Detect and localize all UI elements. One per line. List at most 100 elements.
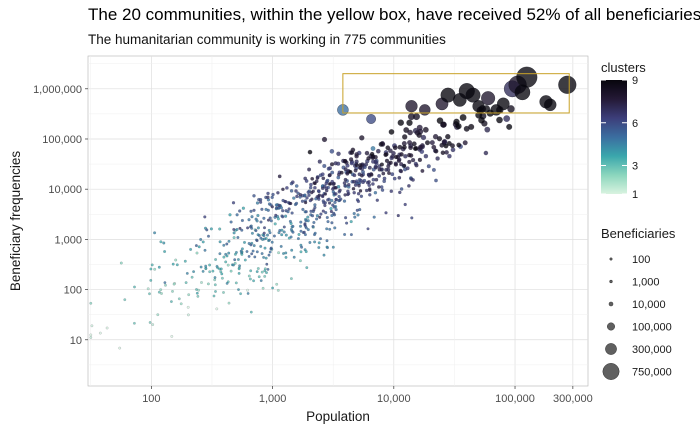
data-point [241, 206, 246, 210]
chart-subtitle: The humanitarian community is working in… [88, 32, 446, 47]
data-point [329, 162, 335, 167]
data-point [397, 119, 405, 126]
data-point [412, 113, 421, 121]
data-point [240, 228, 244, 232]
data-point [268, 216, 272, 220]
data-point [327, 166, 333, 171]
data-point [236, 258, 240, 261]
data-point [89, 301, 93, 305]
data-point [248, 225, 253, 229]
data-point [197, 245, 201, 249]
data-point [262, 234, 266, 238]
size-legend-label: 300,000 [632, 344, 672, 356]
data-point [174, 258, 178, 262]
data-point [206, 282, 210, 286]
data-point [149, 267, 153, 271]
data-point [213, 276, 217, 279]
data-point [232, 263, 235, 267]
data-point [264, 256, 268, 260]
data-point [289, 277, 293, 281]
data-point [403, 127, 410, 133]
data-point [396, 213, 400, 218]
data-point [378, 141, 384, 147]
data-point [199, 237, 203, 242]
data-point [397, 144, 403, 150]
data-point [212, 294, 216, 298]
data-point [353, 215, 357, 219]
data-point [195, 291, 199, 295]
data-point [389, 189, 394, 193]
data-point [367, 180, 371, 184]
data-point [306, 190, 311, 194]
data-point [231, 201, 236, 205]
data-point [281, 209, 285, 213]
data-point [274, 203, 279, 207]
data-point [256, 267, 260, 270]
highlighted-point [481, 91, 496, 106]
size-legend-label: 10,000 [632, 299, 666, 311]
data-point [171, 289, 174, 293]
data-point [429, 140, 435, 146]
data-point [387, 171, 391, 176]
data-point [329, 198, 334, 203]
data-point [288, 219, 292, 223]
data-point [343, 177, 348, 182]
data-point [399, 169, 404, 174]
data-point [229, 269, 233, 273]
data-point [388, 128, 395, 135]
data-point [433, 148, 439, 154]
data-point [331, 203, 335, 207]
data-point [407, 152, 412, 158]
data-point [247, 254, 251, 258]
data-point [351, 179, 356, 184]
data-point [262, 226, 267, 230]
data-point [312, 208, 316, 212]
data-point [310, 176, 315, 181]
data-point [468, 123, 475, 130]
color-legend-ticks: 9 6 3 1 [601, 75, 638, 201]
data-point [318, 215, 322, 219]
data-point [323, 192, 328, 196]
data-point [234, 250, 238, 254]
data-point [201, 240, 205, 244]
data-point [250, 252, 254, 256]
data-point [206, 234, 211, 238]
data-point [374, 177, 379, 182]
data-point [299, 220, 303, 224]
data-point [262, 231, 266, 235]
data-point [277, 251, 281, 255]
data-point [266, 191, 270, 196]
data-point [290, 248, 294, 252]
data-point [371, 182, 375, 186]
data-point [331, 182, 336, 187]
data-point [277, 174, 282, 179]
data-point [279, 244, 283, 248]
data-point [266, 267, 270, 271]
data-point [317, 159, 322, 164]
data-point [355, 208, 359, 212]
data-point [195, 251, 199, 255]
data-point [316, 189, 321, 193]
data-point [352, 211, 356, 216]
data-point [291, 224, 295, 228]
data-point [366, 156, 371, 161]
data-point [359, 194, 364, 199]
data-point [278, 228, 282, 233]
data-point [356, 191, 361, 196]
data-point [232, 236, 236, 240]
highlighted-point [366, 114, 377, 124]
data-point [372, 215, 376, 219]
data-point [375, 148, 381, 154]
data-point [388, 160, 393, 165]
data-point [503, 115, 511, 123]
data-point [300, 199, 305, 204]
data-point [298, 192, 303, 197]
size-legend-symbol [605, 343, 617, 355]
data-point [298, 224, 303, 228]
data-point [227, 301, 231, 305]
data-point [405, 166, 410, 171]
data-point [408, 145, 414, 151]
data-point [284, 251, 288, 255]
data-point [439, 142, 445, 148]
data-point [287, 207, 291, 211]
